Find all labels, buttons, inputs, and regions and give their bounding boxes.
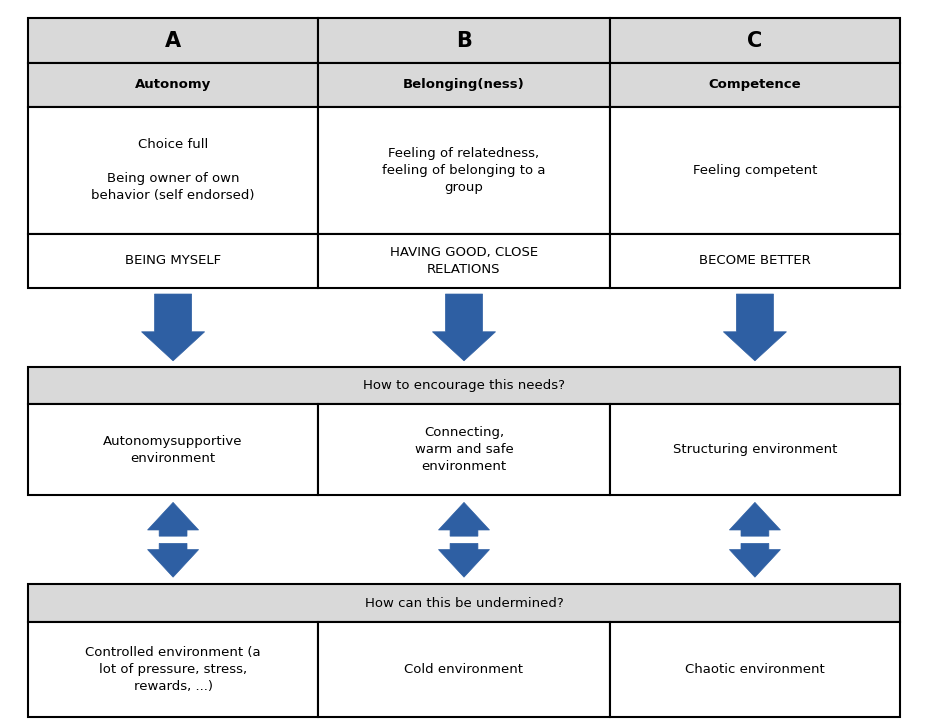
Bar (318, 622, 609, 717)
Bar (609, 234, 899, 288)
Bar (28, 622, 318, 717)
Polygon shape (438, 502, 489, 536)
Text: BEING MYSELF: BEING MYSELF (125, 255, 221, 267)
Text: Cold environment: Cold environment (404, 663, 523, 676)
Text: HAVING GOOD, CLOSE
RELATIONS: HAVING GOOD, CLOSE RELATIONS (389, 246, 538, 276)
Text: Chaotic environment: Chaotic environment (684, 663, 824, 676)
Text: Competence: Competence (708, 78, 800, 91)
Bar (318, 404, 609, 495)
Text: A: A (165, 30, 181, 51)
Bar (318, 234, 609, 288)
Bar (28, 63, 318, 107)
Text: B: B (455, 30, 472, 51)
Text: C: C (746, 30, 762, 51)
Bar (28, 584, 899, 622)
Bar (609, 18, 899, 63)
Polygon shape (722, 294, 785, 361)
Polygon shape (147, 502, 198, 536)
Bar (28, 234, 318, 288)
Text: Autonomysupportive
environment: Autonomysupportive environment (103, 435, 243, 465)
Text: Autonomy: Autonomy (134, 78, 211, 91)
Text: Choice full

Being owner of own
behavior (self endorsed): Choice full Being owner of own behavior … (91, 138, 255, 203)
Polygon shape (142, 294, 205, 361)
Text: Structuring environment: Structuring environment (672, 444, 836, 456)
Text: Connecting,
warm and safe
environment: Connecting, warm and safe environment (414, 426, 513, 473)
Text: BECOME BETTER: BECOME BETTER (698, 255, 810, 267)
Polygon shape (147, 543, 198, 577)
Polygon shape (729, 502, 780, 536)
Text: Feeling of relatedness,
feeling of belonging to a
group: Feeling of relatedness, feeling of belon… (382, 147, 545, 194)
Text: Feeling competent: Feeling competent (692, 164, 817, 176)
Bar (28, 107, 318, 234)
Text: Controlled environment (a
lot of pressure, stress,
rewards, ...): Controlled environment (a lot of pressur… (85, 646, 260, 693)
Bar (609, 63, 899, 107)
Text: How to encourage this needs?: How to encourage this needs? (362, 379, 565, 392)
Text: How can this be undermined?: How can this be undermined? (364, 597, 563, 610)
Polygon shape (432, 294, 495, 361)
Bar (609, 404, 899, 495)
Text: Belonging(ness): Belonging(ness) (402, 78, 525, 91)
Bar (28, 18, 318, 63)
Bar (609, 622, 899, 717)
Bar (28, 367, 899, 404)
Bar (318, 107, 609, 234)
Bar (28, 404, 318, 495)
Bar (318, 63, 609, 107)
Bar (318, 18, 609, 63)
Bar (609, 107, 899, 234)
Polygon shape (729, 543, 780, 577)
Polygon shape (438, 543, 489, 577)
